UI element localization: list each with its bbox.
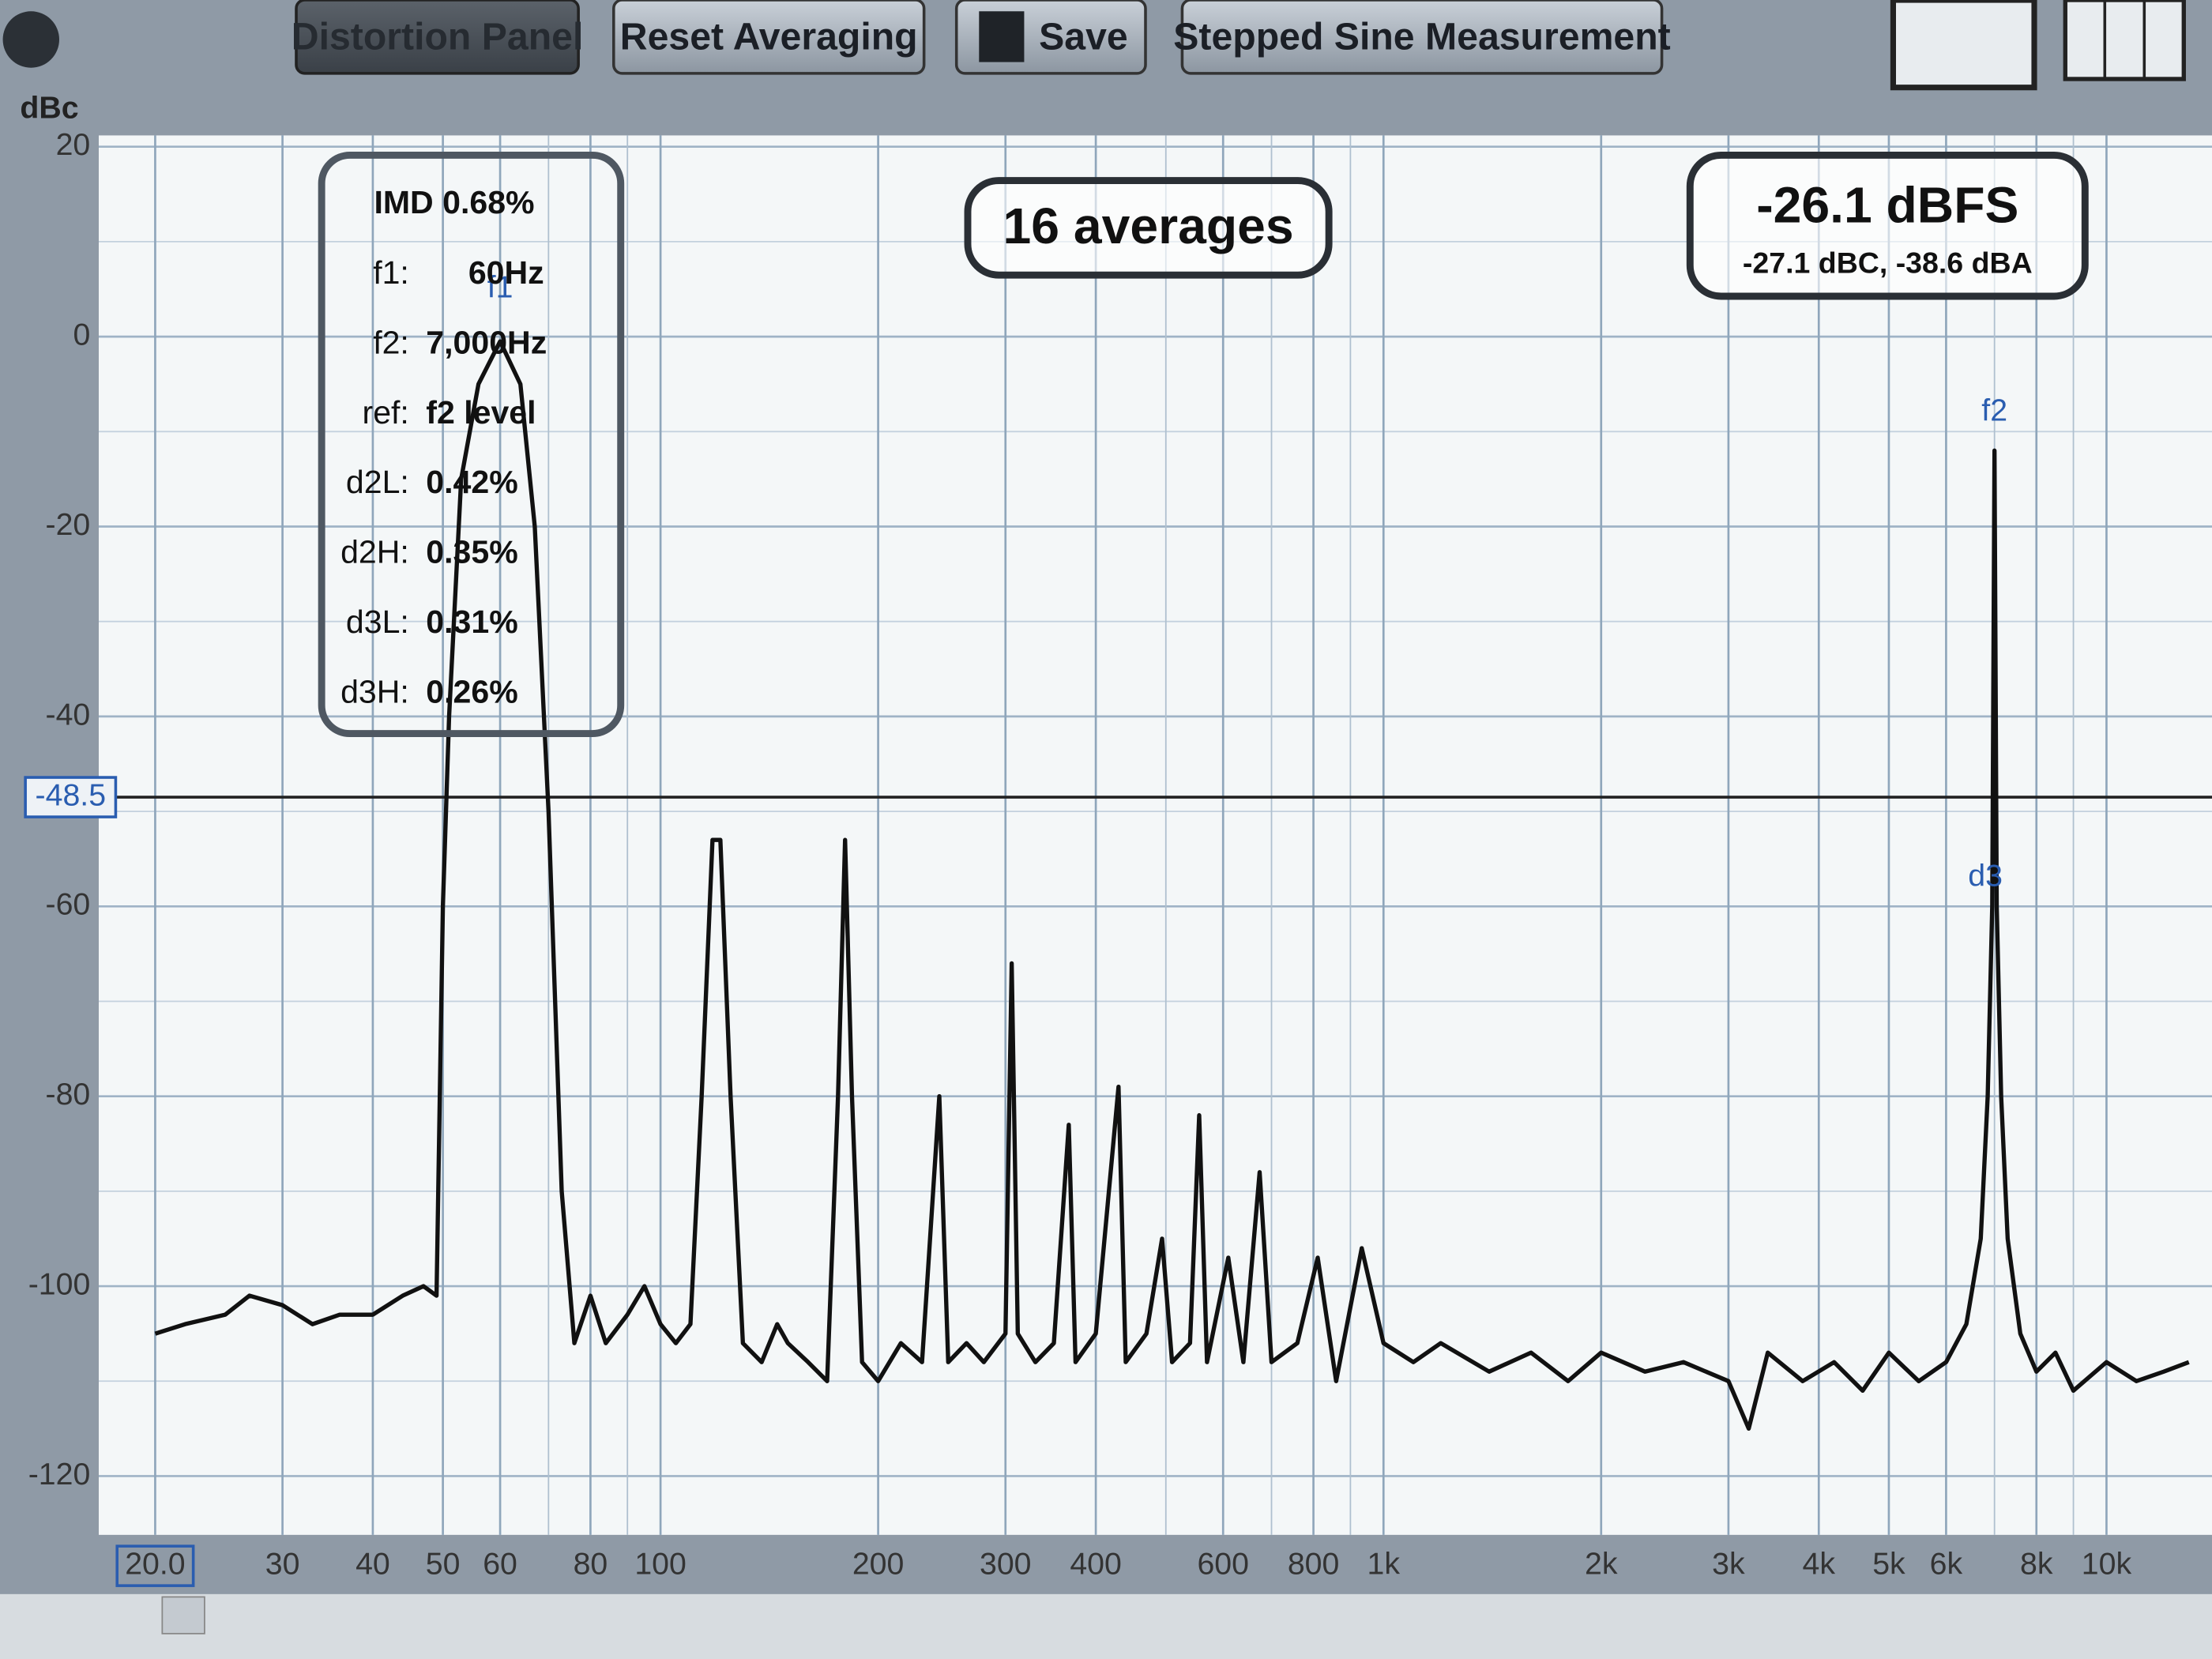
x-tick-label: 100 [634, 1547, 687, 1582]
scroll-left[interactable] [161, 1596, 205, 1635]
button-label[interactable]: Save [1039, 16, 1128, 58]
button[interactable] [612, 0, 926, 75]
y-tick-label: -40 [46, 697, 91, 732]
averages-box [964, 177, 1333, 279]
x-start-box [115, 1544, 195, 1587]
y-tick-label: -100 [28, 1266, 91, 1301]
x-tick-label: 50 [426, 1547, 461, 1582]
info-value: 0.35% [426, 534, 517, 570]
x-tick-label: 8k [2020, 1547, 2053, 1582]
peak-marker: f2 [1981, 393, 2007, 428]
level-main: -26.1 dBFS [1756, 176, 2018, 233]
toolbar: Distortion Panel Reset Averaging Save St… [292, 0, 2186, 91]
y-tick-label: 0 [73, 317, 90, 352]
x-tick-label: 5k [1872, 1547, 1905, 1582]
info-label: d3H: [340, 673, 409, 709]
level-box [1686, 151, 2089, 300]
info-label: d2L: [346, 464, 409, 500]
scrollbar[interactable] [0, 1593, 2212, 1659]
info-value: 0.42% [426, 464, 517, 500]
plot-background [99, 135, 2212, 1535]
info-value: 0.31% [426, 604, 517, 640]
x-tick-label: 400 [1070, 1547, 1122, 1582]
cursor-label-box [24, 776, 118, 818]
info-label: d3L: [346, 604, 409, 640]
button-label[interactable]: Stepped Sine Measurement [1173, 16, 1671, 58]
x-tick-label: 80 [574, 1547, 608, 1582]
x-tick-label: 4k [1803, 1547, 1836, 1582]
y-tick-label: -60 [46, 887, 91, 922]
overlays: IMD 0.68% 16 averages -26.1 dBFS -27.1 d… [318, 151, 2089, 738]
averages: 16 averages [1003, 198, 1294, 254]
y-tick-label: -120 [28, 1457, 91, 1492]
x-tick-label: 20.0 [125, 1547, 185, 1582]
grid [99, 135, 2212, 1535]
y-tick-label: -80 [46, 1077, 91, 1112]
button[interactable] [1180, 0, 1664, 75]
info-label: d2H: [340, 534, 409, 570]
x-tick-label: 3k [1712, 1547, 1745, 1582]
knob[interactable] [2, 11, 60, 68]
y-tick-label: -20 [46, 507, 91, 542]
layout-icon[interactable] [2063, 0, 2186, 81]
x-tick-label: 6k [1930, 1547, 1963, 1582]
info-label: f2: [373, 324, 409, 360]
cursor-label: -48.5 [36, 777, 107, 812]
x-tick-label: 40 [356, 1547, 390, 1582]
x-tick-label: 10k [2082, 1547, 2132, 1582]
x-tick-label: 1k [1367, 1547, 1401, 1582]
y-tick-label: 20 [56, 127, 91, 162]
level-sub: -27.1 dBC, -38.6 dBA [1743, 246, 2033, 280]
x-tick-label: 30 [265, 1547, 300, 1582]
imd-title: IMD 0.68% [374, 184, 534, 220]
x-tick-label: 60 [483, 1547, 517, 1582]
plot: f1 f2 d3 [99, 269, 2212, 1431]
x-tick-label: 300 [980, 1547, 1032, 1582]
info-value: 7,000Hz [426, 324, 547, 360]
info-label: f1: [373, 254, 409, 291]
x-tick-label: 800 [1288, 1547, 1340, 1582]
button-label[interactable]: Reset Averaging [620, 16, 918, 58]
x-tick-label: 2k [1585, 1547, 1618, 1582]
peak-marker: d3 [1968, 859, 2003, 893]
layout-icon[interactable] [1890, 0, 2037, 91]
info-value: f2 level [426, 394, 536, 431]
info-label: ref: [363, 394, 409, 431]
x-tick-label: 200 [852, 1547, 905, 1582]
x-tick-label: 600 [1197, 1547, 1249, 1582]
info-value: 0.26% [426, 673, 517, 709]
peak-marker: f1 [487, 269, 514, 304]
button-label[interactable]: Distortion Panel [292, 16, 584, 58]
info-box [318, 151, 625, 738]
y-axis-label: dBc [20, 91, 78, 126]
save-icon [979, 11, 1025, 62]
spectrum-line [154, 339, 2190, 1431]
info-value: 60Hz [468, 254, 544, 291]
button[interactable] [295, 0, 580, 75]
